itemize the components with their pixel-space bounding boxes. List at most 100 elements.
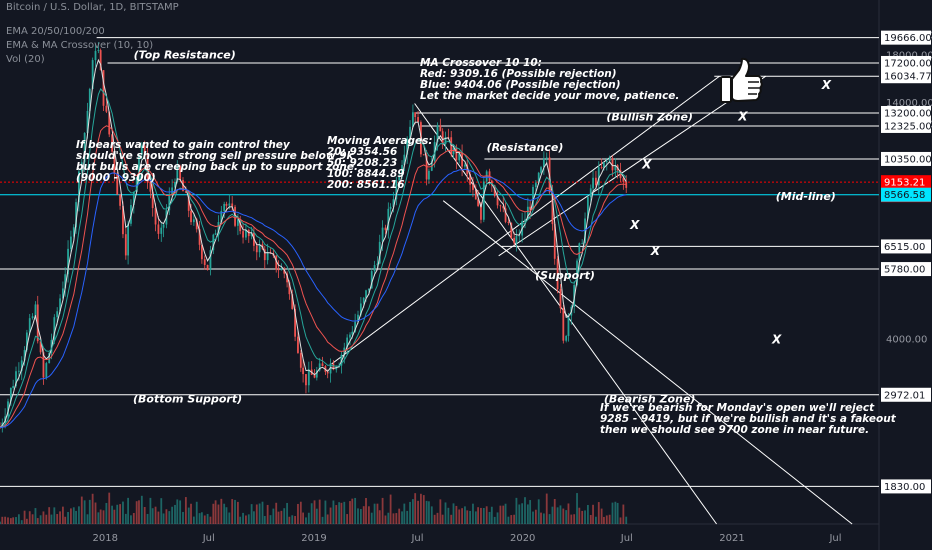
volume-bar — [45, 514, 48, 524]
volume-bar — [127, 497, 130, 524]
volume-bar — [149, 497, 152, 524]
volume-bar — [176, 499, 179, 524]
volume-bar — [269, 515, 272, 524]
candle-body — [94, 50, 97, 61]
candle-body — [559, 289, 562, 309]
candle-body — [318, 363, 321, 371]
volume-bar — [247, 514, 250, 524]
volume-bar — [378, 510, 381, 524]
candle-body — [72, 227, 75, 237]
volume-bar — [464, 506, 466, 524]
candle-body — [589, 188, 592, 198]
volume-bar — [277, 511, 280, 524]
candle-body — [499, 205, 502, 207]
volume-bar — [447, 507, 450, 524]
candle-body — [556, 258, 559, 290]
y-tick-label-4: 4000.00 — [886, 335, 927, 346]
level-label-box-8 — [881, 387, 931, 402]
volume-bar — [359, 509, 362, 524]
volume-bar — [496, 512, 499, 524]
volume-bar — [105, 502, 108, 524]
volume-bar — [313, 500, 316, 524]
candle-body — [59, 298, 61, 312]
indicator-ma-crossover[interactable]: EMA & MA Crossover (10, 10) — [6, 40, 154, 51]
volume-bar — [534, 509, 537, 524]
volume-bar — [332, 500, 335, 524]
volume-bar — [480, 507, 482, 524]
candle-body — [223, 203, 226, 211]
volume-bar — [168, 511, 171, 524]
volume-bar — [444, 502, 447, 524]
volume-bar — [455, 505, 458, 524]
candle-body — [157, 224, 160, 234]
volume-bar — [67, 512, 69, 524]
candle-body — [138, 154, 140, 178]
volume-bar — [452, 503, 455, 524]
chart-title: Bitcoin / U.S. Dollar, 1D, BITSTAMP — [6, 2, 179, 13]
candle-body — [12, 386, 15, 388]
volume-bar — [261, 501, 264, 524]
level-label-7: 5780.00 — [884, 265, 925, 276]
candle-body — [362, 297, 365, 304]
indicator-ema[interactable]: EMA 20/50/100/200 — [6, 26, 105, 37]
candle-body — [288, 282, 291, 295]
zone-label-5: (Bottom Support) — [133, 393, 242, 406]
candle-body — [242, 231, 244, 238]
volume-bar — [340, 502, 343, 524]
candle-body — [217, 222, 220, 234]
volume-bar — [537, 499, 540, 524]
candle-body — [406, 138, 409, 155]
candle-body — [228, 203, 231, 206]
ema-50-line — [0, 87, 627, 429]
volume-bar — [225, 507, 228, 524]
zone-label-6: (Bearish Zone) — [604, 393, 696, 406]
volume-bar — [184, 497, 187, 524]
y-tick-label-1: 18000.00 — [886, 50, 932, 61]
candle-body — [36, 304, 39, 342]
candle-body — [168, 194, 171, 211]
candle-body — [417, 117, 419, 123]
volume-bar — [524, 497, 526, 524]
volume-bar — [324, 500, 327, 524]
candle-body — [502, 206, 505, 209]
level-label-box-9 — [881, 479, 931, 494]
candle-body — [321, 363, 324, 367]
volume-bar — [119, 504, 121, 524]
volume-bar — [422, 495, 425, 524]
volume-bar — [154, 506, 157, 524]
candle-body — [354, 321, 357, 332]
volume-bar — [595, 516, 597, 524]
candle-body — [70, 236, 72, 249]
volume-bar — [86, 514, 89, 524]
volume-bar — [255, 504, 258, 524]
candle-body — [510, 222, 513, 238]
volume-bar — [275, 502, 278, 524]
volume-bar — [291, 515, 294, 524]
thumbs-up-icon — [718, 56, 764, 106]
candle-body — [209, 250, 212, 271]
candle-body — [294, 308, 296, 337]
x-mark-5: X — [771, 332, 782, 346]
candle-body — [116, 173, 119, 195]
indicator-volume[interactable]: Vol (20) — [6, 54, 45, 65]
volume-bar — [365, 498, 367, 524]
volume-bar — [56, 514, 59, 524]
candle-body — [190, 210, 192, 223]
candle-body — [263, 249, 266, 261]
volume-bar — [466, 510, 469, 524]
midline-label: 8566.58 — [884, 190, 925, 201]
volume-bar — [614, 501, 617, 524]
candle-body — [387, 208, 390, 231]
candle-body — [490, 180, 493, 186]
volume-bar — [589, 514, 592, 524]
volume-bar — [518, 504, 521, 524]
candle-body — [34, 304, 37, 317]
candle-body — [124, 234, 127, 256]
volume-bar — [53, 507, 56, 524]
volume-bar — [239, 516, 242, 524]
volume-bar — [619, 517, 622, 524]
candle-body — [237, 219, 239, 226]
candle-body — [258, 244, 261, 253]
candle-body — [67, 248, 69, 275]
